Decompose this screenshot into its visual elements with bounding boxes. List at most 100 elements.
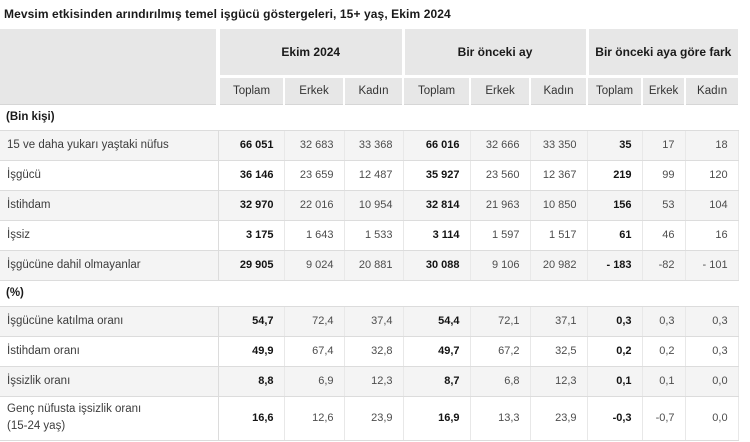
value-cell: 33 350 (529, 129, 588, 161)
column-header-2-1: Toplam (402, 76, 471, 104)
column-group-bir-onceki-ay: Bir önceki ay (401, 29, 588, 78)
value-cell: 1 643 (283, 219, 345, 251)
value-cell: 120 (684, 159, 739, 191)
value-cell: 46 (641, 219, 686, 251)
value-cell: 66 051 (217, 129, 285, 161)
column-header-3-3: Kadın (684, 76, 739, 104)
value-cell: 32 683 (283, 129, 345, 161)
value-cell: 23,9 (529, 395, 588, 441)
value-cell: 1 597 (469, 219, 531, 251)
table-row: İşsiz 3 175 1 643 1 533 3 114 1 597 1 517 61 46 1… (0, 219, 739, 251)
value-cell: 72,4 (283, 305, 345, 337)
value-cell: 17 (641, 129, 686, 161)
value-cell: 32 970 (217, 189, 285, 221)
value-cell: 8,7 (402, 365, 471, 397)
table-row: İşgücü 36 146 23 659 12 487 35 927 23 560 12 3… (0, 159, 739, 191)
value-cell: 32,5 (529, 335, 588, 367)
value-cell: 21 963 (469, 189, 531, 221)
value-cell: 3 114 (402, 219, 471, 251)
value-cell: 0,3 (684, 305, 739, 337)
value-cell: 104 (684, 189, 739, 221)
value-cell: 219 (586, 159, 643, 191)
row-label: İşsizlik oranı (0, 365, 219, 397)
column-header-2-3: Kadın (529, 76, 588, 104)
value-cell: -82 (641, 249, 686, 281)
value-cell: 16,6 (217, 395, 285, 441)
value-cell: 10 850 (529, 189, 588, 221)
value-cell: 32,8 (343, 335, 404, 367)
section-header-row: (Bin kişi) (0, 103, 739, 131)
table-header: Ekim 2024 Bir önceki ay Bir önceki aya g… (0, 29, 739, 104)
value-cell: 12,6 (283, 395, 345, 441)
table-body: (Bin kişi) 15 ve daha yukarı yaştaki nüfu… (0, 103, 739, 441)
value-cell: 16,9 (402, 395, 471, 441)
section-label: (Bin kişi) (0, 103, 739, 131)
value-cell: 0,0 (684, 395, 739, 441)
table-row: İstihdam oranı 49,9 67,4 32,8 49,7 67,2 32,5 0,… (0, 335, 739, 367)
labor-force-table: Ekim 2024 Bir önceki ay Bir önceki aya g… (0, 29, 739, 441)
table-row: İşgücüne dahil olmayanlar 29 905 9 024 20 8… (0, 249, 739, 281)
value-cell: 12,3 (529, 365, 588, 397)
value-cell: 0,2 (641, 335, 686, 367)
value-cell: 36 146 (217, 159, 285, 191)
row-label: 15 ve daha yukarı yaştaki nüfus (0, 129, 219, 161)
value-cell: 67,2 (469, 335, 531, 367)
row-label: İşgücüne katılma oranı (0, 305, 219, 337)
table-row: İşgücüne katılma oranı 54,7 72,4 37,4 54,4 72… (0, 305, 739, 337)
group-header-row: Ekim 2024 Bir önceki ay Bir önceki aya g… (0, 29, 739, 104)
value-cell: 0,3 (641, 305, 686, 337)
column-header-1-1: Toplam (217, 76, 284, 104)
sub-header-row: Toplam Erkek Kadın Toplam Erkek Kadın Toplam Er… (0, 76, 739, 104)
value-cell: 23 659 (283, 159, 345, 191)
value-cell: 61 (586, 219, 643, 251)
value-cell: 3 175 (217, 219, 285, 251)
value-cell: 37,1 (529, 305, 588, 337)
value-cell: 32 814 (402, 189, 471, 221)
value-cell: 20 881 (343, 249, 404, 281)
column-header-1-3: Kadın (342, 76, 404, 104)
value-cell: 49,7 (402, 335, 471, 367)
row-label: İşgücü (0, 159, 219, 191)
column-group-bir-onceki-aya-gore-fark: Bir önceki aya göre fark (585, 29, 739, 78)
value-cell: 0,3 (684, 335, 739, 367)
value-cell: 72,1 (469, 305, 531, 337)
value-cell: 37,4 (343, 305, 404, 337)
value-cell: 0,0 (684, 365, 739, 397)
table-row: İstihdam 32 970 22 016 10 954 32 814 21 963 10… (0, 189, 739, 221)
column-header-1-2: Erkek (283, 76, 344, 104)
value-cell: 35 (586, 129, 643, 161)
value-cell: 49,9 (217, 335, 285, 367)
value-cell: 6,8 (469, 365, 531, 397)
value-cell: 67,4 (283, 335, 345, 367)
value-cell: 99 (641, 159, 686, 191)
column-header-3-1: Toplam (586, 76, 643, 104)
value-cell: 30 088 (402, 249, 471, 281)
value-cell: 12,3 (343, 365, 404, 397)
section-header-row: (%) (0, 279, 739, 307)
value-cell: 6,9 (283, 365, 345, 397)
value-cell: 66 016 (402, 129, 471, 161)
value-cell: 9 106 (469, 249, 531, 281)
value-cell: - 101 (684, 249, 739, 281)
row-label: İstihdam oranı (0, 335, 219, 367)
row-label: İşsiz (0, 219, 219, 251)
value-cell: 12 367 (529, 159, 588, 191)
value-cell: 29 905 (217, 249, 285, 281)
value-cell: - 183 (586, 249, 643, 281)
value-cell: 9 024 (283, 249, 345, 281)
table-row: 15 ve daha yukarı yaştaki nüfus 66 051 32 … (0, 129, 739, 161)
value-cell: 18 (684, 129, 739, 161)
value-cell: 1 517 (529, 219, 588, 251)
value-cell: 23 560 (469, 159, 531, 191)
value-cell: 22 016 (283, 189, 345, 221)
value-cell: 0,1 (641, 365, 686, 397)
value-cell: -0,3 (586, 395, 643, 441)
value-cell: 16 (684, 219, 739, 251)
value-cell: 156 (586, 189, 643, 221)
value-cell: 54,4 (402, 305, 471, 337)
value-cell: -0,7 (641, 395, 686, 441)
row-label: İşgücüne dahil olmayanlar (0, 249, 219, 281)
table-row: İşsizlik oranı 8,8 6,9 12,3 8,7 6,8 12,3 0,1 0,1… (0, 365, 739, 397)
value-cell: 32 666 (469, 129, 531, 161)
